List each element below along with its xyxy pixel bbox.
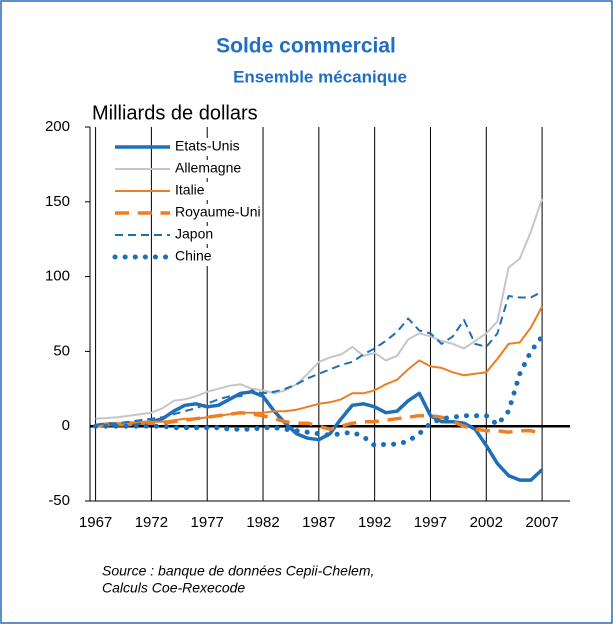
- legend-label: Etats-Unis: [175, 138, 240, 154]
- x-tick-label: 1967: [79, 514, 112, 531]
- x-tick-label: 1987: [302, 514, 335, 531]
- source: Source : banque de données Cepii-Chelem,: [102, 563, 374, 579]
- legend-label: Allemagne: [175, 160, 241, 176]
- series-line: [93, 333, 545, 449]
- legend-bg: [173, 204, 253, 222]
- chart-title: Solde commercial: [216, 35, 396, 58]
- x-tick-label: 1992: [358, 514, 391, 531]
- y-axis-label: Milliards de dollars: [92, 102, 258, 124]
- x-tick-label: 1972: [135, 514, 168, 531]
- legend-bg: [173, 226, 253, 244]
- legend-bg: [173, 160, 253, 178]
- legend-bg: [173, 248, 253, 266]
- y-tick-label: 0: [62, 417, 70, 434]
- x-tick-label: 2007: [525, 514, 558, 531]
- y-tick-label: -50: [48, 492, 70, 509]
- legend-label: Italie: [175, 182, 205, 198]
- series-line: [95, 198, 544, 420]
- x-tick-label: 2002: [470, 514, 503, 531]
- series-line: [95, 410, 543, 436]
- legend-label: Japon: [175, 226, 213, 242]
- y-tick-label: 50: [53, 342, 70, 359]
- x-tick-label: 1982: [246, 514, 279, 531]
- source: Calculs Coe-Rexecode: [102, 580, 245, 596]
- y-tick-label: 200: [45, 118, 70, 135]
- y-tick-label: 100: [45, 268, 70, 285]
- series-line: [95, 390, 544, 482]
- chart-subtitle: Ensemble mécanique: [233, 67, 407, 86]
- y-tick-label: 150: [45, 193, 70, 210]
- legend-label: Chine: [175, 248, 212, 264]
- legend-bg: [173, 138, 253, 156]
- x-tick-label: 1997: [414, 514, 447, 531]
- x-tick-label: 1977: [191, 514, 224, 531]
- legend-bg: [173, 182, 253, 200]
- legend-label: Royaume-Uni: [175, 204, 261, 220]
